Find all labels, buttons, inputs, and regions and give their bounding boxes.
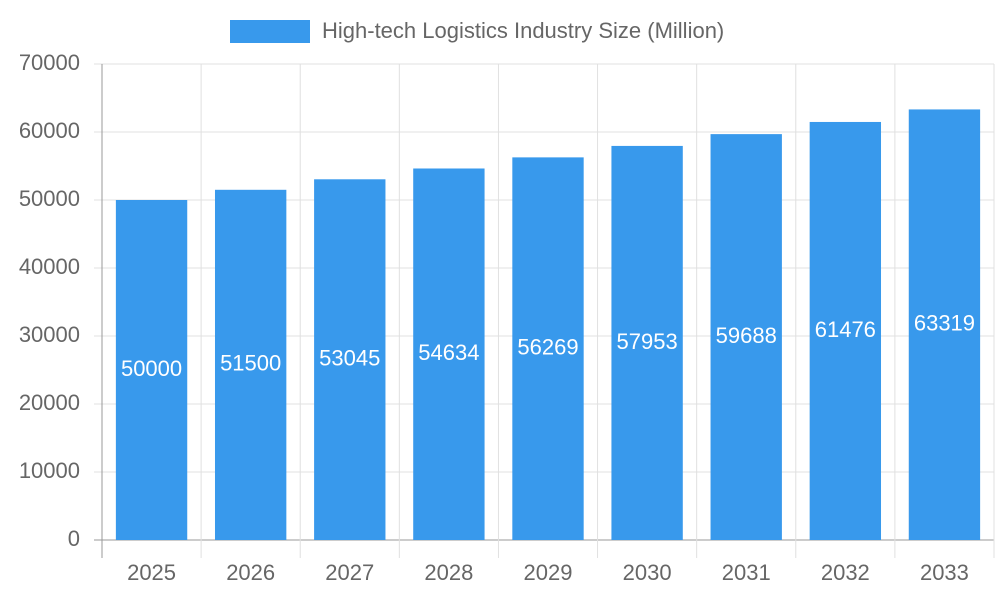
x-tick-label: 2029 (524, 560, 573, 585)
value-label: 54634 (418, 340, 479, 365)
x-tick-label: 2028 (424, 560, 473, 585)
x-tick-label: 2030 (623, 560, 672, 585)
value-label: 56269 (517, 334, 578, 359)
x-tick-label: 2032 (821, 560, 870, 585)
bar (809, 121, 882, 541)
bar (115, 200, 188, 540)
value-label: 61476 (815, 317, 876, 342)
x-tick-label: 2031 (722, 560, 771, 585)
value-label: 53045 (319, 345, 380, 370)
value-label: 63319 (914, 311, 975, 336)
x-tick-label: 2033 (920, 560, 969, 585)
bar (512, 157, 584, 541)
bar (611, 145, 683, 540)
y-tick-label: 0 (68, 526, 80, 551)
y-tick-label: 60000 (19, 118, 80, 143)
y-tick-label: 10000 (19, 458, 80, 483)
bar (710, 134, 782, 541)
value-label: 57953 (617, 329, 678, 354)
y-tick-label: 20000 (19, 390, 80, 415)
legend-swatch (230, 20, 310, 43)
bar (214, 189, 287, 541)
value-label: 50000 (121, 356, 182, 381)
bar (908, 109, 981, 541)
y-tick-label: 40000 (19, 254, 80, 279)
x-tick-label: 2026 (226, 560, 275, 585)
bar (314, 179, 386, 540)
y-tick-label: 30000 (19, 322, 80, 347)
value-label: 59688 (716, 323, 777, 348)
y-tick-label: 70000 (19, 50, 80, 75)
y-tick-label: 50000 (19, 186, 80, 211)
x-tick-label: 2025 (127, 560, 176, 585)
bar (413, 168, 485, 540)
value-label: 51500 (220, 351, 281, 376)
x-tick-label: 2027 (325, 560, 374, 585)
legend-label: High-tech Logistics Industry Size (Milli… (322, 18, 724, 43)
